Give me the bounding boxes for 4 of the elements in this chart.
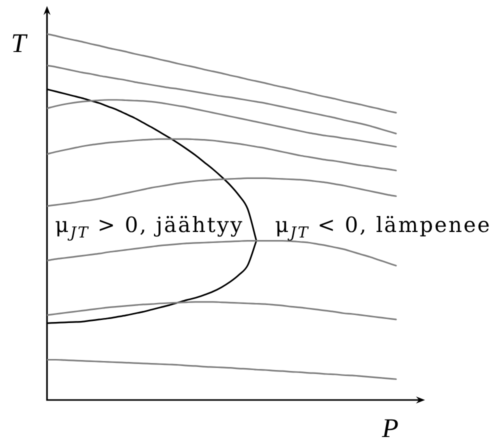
annotation: μ$_{JT}$ < 0, lämpenee <box>275 213 492 242</box>
annotation: μ$_{JT}$ > 0, jäähtyy <box>55 213 244 242</box>
x-axis-title: P <box>382 413 398 440</box>
y-axis-title: T <box>11 28 26 58</box>
